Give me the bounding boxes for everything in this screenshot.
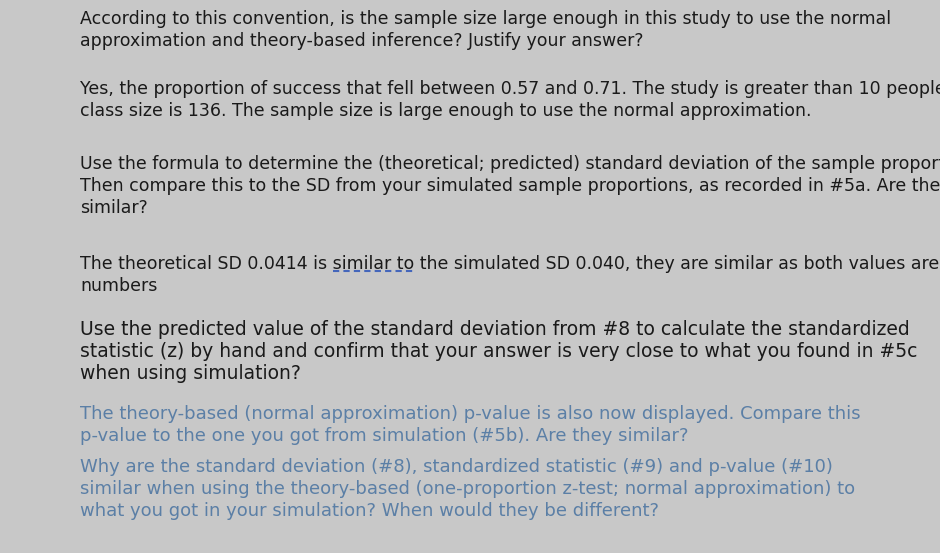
Text: The theoretical SD 0.0414 is similar to the simulated SD 0.040, they are similar: The theoretical SD 0.0414 is similar to … (80, 255, 940, 273)
Text: statistic (z) by hand and confirm that your answer is very close to what you fou: statistic (z) by hand and confirm that y… (80, 342, 917, 361)
Text: p-value to the one you got from simulation (#5b). Are they similar?: p-value to the one you got from simulati… (80, 427, 688, 445)
Text: approximation and theory-based inference? Justify your answer?: approximation and theory-based inference… (80, 32, 643, 50)
Text: According to this convention, is the sample size large enough in this study to u: According to this convention, is the sam… (80, 10, 891, 28)
Text: similar?: similar? (80, 199, 148, 217)
Text: Use the predicted value of the standard deviation from #8 to calculate the stand: Use the predicted value of the standard … (80, 320, 910, 339)
Text: The theoretical SD 0.0414 is: The theoretical SD 0.0414 is (80, 255, 333, 273)
Text: Use the formula to determine the (theoretical; predicted) standard deviation of : Use the formula to determine the (theore… (80, 155, 940, 173)
Text: what you got in your simulation? When would they be different?: what you got in your simulation? When wo… (80, 502, 659, 520)
Text: Yes, the proportion of success that fell between 0.57 and 0.71. The study is gre: Yes, the proportion of success that fell… (80, 80, 940, 98)
Text: Why are the standard deviation (#8), standardized statistic (#9) and p-value (#1: Why are the standard deviation (#8), sta… (80, 458, 833, 476)
Text: The theory-based (normal approximation) p-value is also now displayed. Compare t: The theory-based (normal approximation) … (80, 405, 860, 423)
Text: similar when using the theory-based (one-proportion z-test; normal approximation: similar when using the theory-based (one… (80, 480, 855, 498)
Text: similar to: similar to (80, 255, 162, 273)
Text: numbers: numbers (80, 277, 157, 295)
Text: Then compare this to the SD from your simulated sample proportions, as recorded : Then compare this to the SD from your si… (80, 177, 940, 195)
Text: class size is 136. The sample size is large enough to use the normal approximati: class size is 136. The sample size is la… (80, 102, 811, 120)
Text: when using simulation?: when using simulation? (80, 364, 301, 383)
